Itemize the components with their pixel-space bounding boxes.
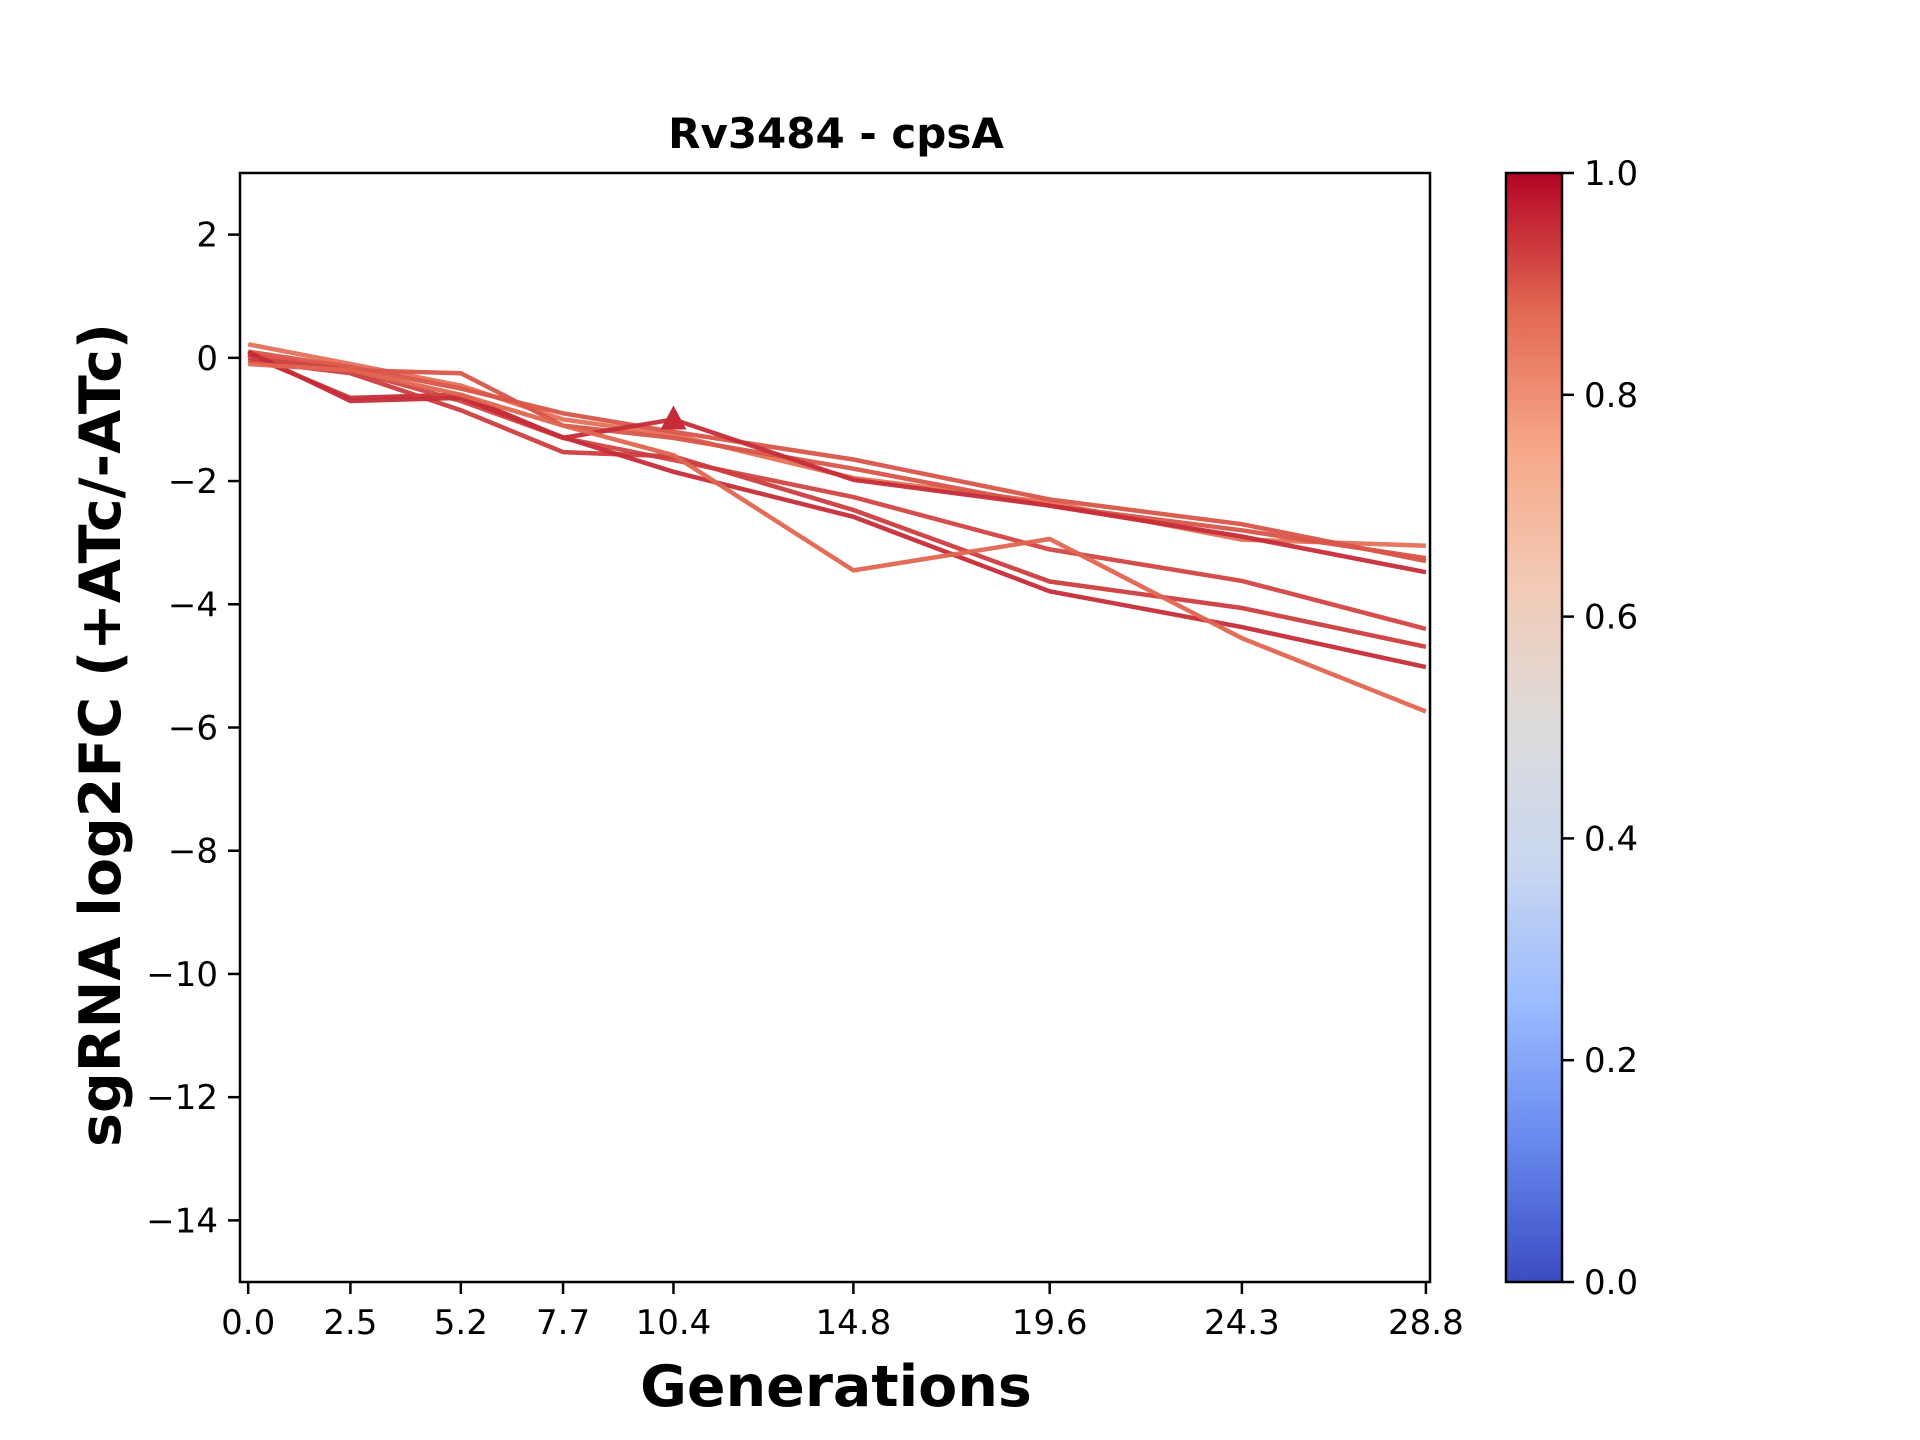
x-tick-label: 14.8 <box>816 1303 892 1343</box>
colorbar-tick-label: 0.8 <box>1584 376 1638 416</box>
x-tick-label: 7.7 <box>536 1303 590 1343</box>
x-tick-label: 5.2 <box>434 1303 488 1343</box>
y-tick-label: −12 <box>146 1078 218 1118</box>
x-tick-label: 28.8 <box>1388 1303 1464 1343</box>
x-tick-label: 0.0 <box>221 1303 275 1343</box>
series-line-1 <box>247 342 1426 548</box>
colorbar-ticks: 1.0 0.8 0.6 0.4 0.2 0.0 <box>1562 154 1638 1303</box>
x-tick-label: 24.3 <box>1204 1303 1280 1343</box>
series-line-6 <box>247 358 1427 650</box>
plot-area <box>238 171 1432 1284</box>
y-tick-label: −4 <box>168 585 218 625</box>
colorbar-tick-label: 0.2 <box>1584 1041 1638 1081</box>
y-axis-ticks: 2 0 −2 −4 −6 −8 −10 −12 −14 <box>146 216 240 1241</box>
x-axis-label: Generations <box>640 1354 1032 1420</box>
chart-title: Rv3484 - cpsA <box>668 109 1004 158</box>
series-group <box>247 342 1427 714</box>
colorbar-tick-label: 0.4 <box>1584 819 1638 859</box>
series-line-8 <box>248 361 1427 714</box>
colorbar-tick-label: 1.0 <box>1584 154 1638 194</box>
y-tick-label: −2 <box>168 462 218 502</box>
axes-frame <box>238 171 1432 1284</box>
series-line-2 <box>247 349 1427 564</box>
y-tick-label: −10 <box>146 955 218 995</box>
y-tick-label: 2 <box>196 216 218 256</box>
y-tick-label: 0 <box>196 339 218 379</box>
series-line-3 <box>247 352 1427 561</box>
colorbar-tick-label: 0.0 <box>1584 1263 1638 1303</box>
colorbar: 1.0 0.8 0.6 0.4 0.2 0.0 <box>1504 154 1638 1303</box>
x-tick-label: 19.6 <box>1012 1303 1088 1343</box>
triangle-marker <box>660 405 687 430</box>
x-tick-label: 10.4 <box>636 1303 712 1343</box>
colorbar-gradient <box>1504 171 1564 1284</box>
y-axis-label: sgRNA log2FC (+ATc/-ATc) <box>68 323 134 1147</box>
y-tick-label: −8 <box>168 832 218 872</box>
series-line-7 <box>247 349 1427 670</box>
colorbar-tick-label: 0.6 <box>1584 598 1638 638</box>
x-axis-ticks: 0.0 2.5 5.2 7.7 10.4 14.8 19.6 24.3 28.8 <box>221 1282 1464 1343</box>
x-tick-label: 2.5 <box>323 1303 377 1343</box>
y-tick-label: −6 <box>168 709 218 749</box>
y-tick-label: −14 <box>146 1201 218 1241</box>
